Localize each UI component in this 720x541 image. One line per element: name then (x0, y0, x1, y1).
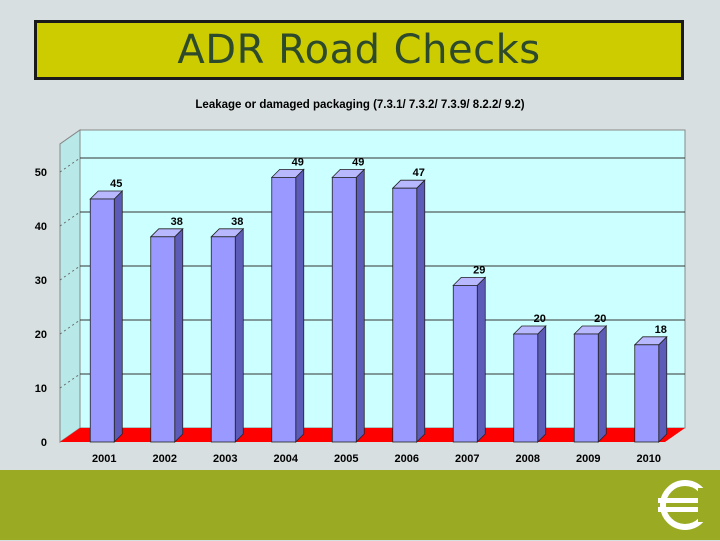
x-tick-label: 2006 (395, 453, 419, 465)
euro-sign-emblem-icon (654, 474, 716, 536)
data-label: 49 (292, 156, 304, 168)
bar-side (537, 325, 547, 443)
y-tick-label: 0 (41, 437, 47, 449)
bar-side (295, 168, 305, 443)
plot-side-wall (59, 129, 81, 443)
y-tick-label: 40 (35, 221, 47, 233)
slide-title-banner: ADR Road Checks (34, 20, 684, 80)
bar (513, 333, 539, 443)
gridline-depth (59, 373, 81, 389)
x-tick-label: 2003 (213, 453, 237, 465)
bar-side (597, 325, 607, 443)
y-tick-label: 50 (35, 167, 47, 179)
bar (452, 284, 478, 443)
x-tick-label: 2004 (274, 453, 299, 465)
data-label: 29 (473, 264, 485, 276)
x-tick-label: 2007 (455, 453, 479, 465)
data-label: 38 (231, 216, 243, 228)
bar (392, 187, 418, 443)
bar-side (113, 190, 123, 443)
bar (573, 333, 599, 443)
bar-side (658, 335, 668, 443)
data-label: 47 (413, 167, 425, 179)
x-tick-label: 2002 (153, 453, 177, 465)
bar (271, 176, 297, 443)
bar (331, 176, 357, 443)
data-label: 20 (534, 313, 546, 325)
y-tick-label: 20 (35, 329, 47, 341)
bar (150, 236, 176, 443)
gridline-depth (59, 211, 81, 227)
slide-title: ADR Road Checks (177, 27, 541, 73)
bar (634, 344, 660, 443)
x-tick-label: 2001 (92, 453, 116, 465)
data-label: 45 (110, 178, 122, 190)
data-label: 38 (171, 216, 183, 228)
bar-side (234, 227, 244, 443)
bar (89, 198, 115, 443)
x-tick-label: 2010 (637, 453, 661, 465)
x-tick-label: 2009 (576, 453, 600, 465)
footer-bar (0, 470, 720, 540)
bar-side (355, 168, 365, 443)
y-tick-label: 30 (35, 275, 47, 287)
data-label: 18 (655, 324, 667, 336)
x-tick-label: 2008 (516, 453, 540, 465)
data-label: 20 (594, 313, 606, 325)
gridline-depth (59, 319, 81, 335)
chart-title: Leakage or damaged packaging (7.3.1/ 7.3… (195, 99, 524, 111)
bar-side (476, 276, 486, 443)
bar-side (416, 179, 426, 443)
gridline-depth (59, 265, 81, 281)
x-tick-label: 2005 (334, 453, 358, 465)
data-label: 49 (352, 156, 364, 168)
bar-side (174, 227, 184, 443)
bar-chart: Leakage or damaged packaging (7.3.1/ 7.3… (35, 99, 686, 465)
gridline-depth (59, 157, 81, 173)
bar (210, 236, 236, 443)
y-tick-label: 10 (35, 383, 47, 395)
